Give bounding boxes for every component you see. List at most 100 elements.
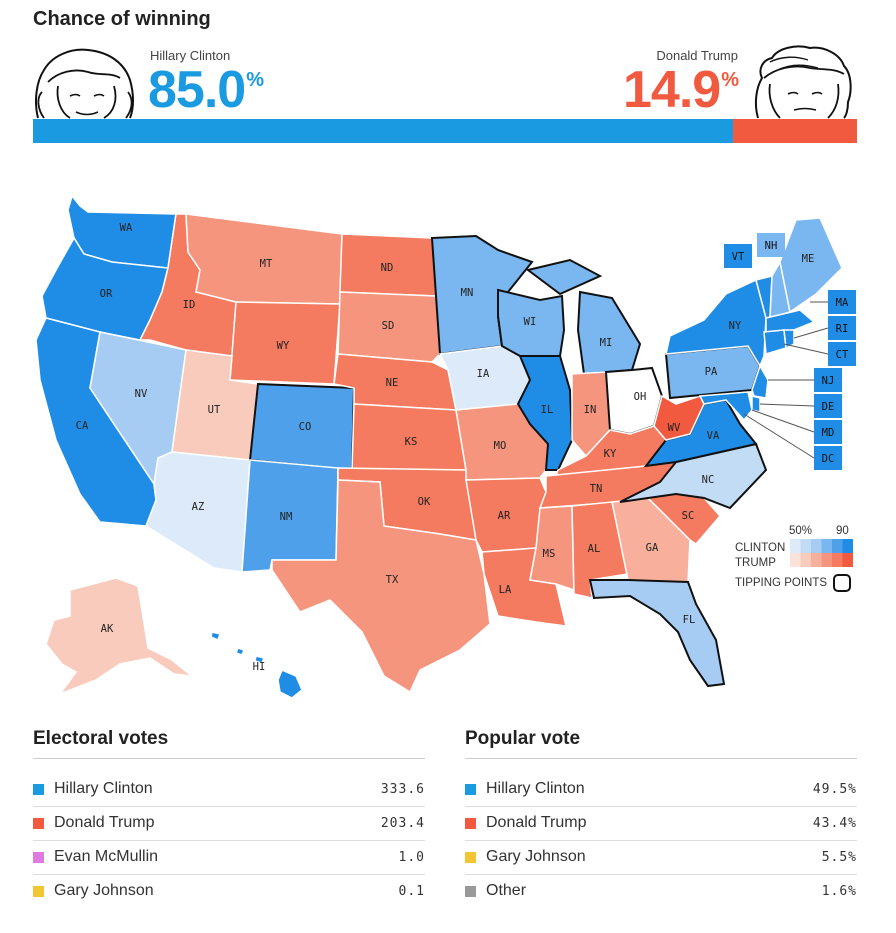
candidate-value: 1.0 (398, 849, 425, 865)
candidate-swatch (465, 885, 476, 897)
legend-tipping-swatch (833, 574, 851, 592)
popular-divider (465, 758, 857, 759)
candidate-name: Gary Johnson (54, 882, 154, 899)
clinton-name: Hillary Clinton (150, 48, 231, 63)
state-labels: WA OR CA NV ID MT WY UT AZ CO NM ND SD N… (76, 222, 815, 673)
label-AL: AL (588, 543, 601, 555)
candidate-swatch (465, 851, 476, 863)
label-AK-visible: AK (101, 623, 114, 635)
trump-portrait-icon (754, 45, 852, 119)
label-WV: WV (668, 422, 681, 434)
box-NH[interactable] (757, 233, 785, 257)
candidate-name: Other (486, 882, 527, 899)
label-VA: VA (707, 430, 720, 442)
label-MO: MO (494, 440, 507, 452)
label-TX: TX (386, 574, 399, 586)
legend-clinton-label: CLINTON (735, 542, 785, 554)
state-IL[interactable] (516, 355, 574, 471)
label-IA: IA (477, 368, 490, 380)
label-CA: CA (76, 420, 89, 432)
label-MN: MN (461, 287, 474, 299)
state-HI[interactable] (210, 631, 303, 699)
legend-swatch (821, 539, 832, 553)
table-row: Donald Trump 203.4 (33, 806, 425, 841)
state-MD[interactable] (698, 391, 753, 422)
state-TX[interactable] (271, 479, 491, 694)
label-WI: WI (524, 316, 537, 328)
box-CT[interactable] (828, 342, 856, 366)
state-MA[interactable] (765, 309, 816, 333)
box-DE[interactable] (814, 394, 842, 418)
table-row: Hillary Clinton 333.6 (33, 772, 425, 807)
label-FL: FL (683, 614, 696, 626)
legend-swatch (790, 539, 801, 553)
box-VT[interactable] (724, 244, 752, 268)
label-TN: TN (590, 483, 603, 495)
popular-vote-title: Popular vote (465, 728, 581, 749)
legend-scale-high: 90 (836, 525, 849, 537)
clinton-probability: 85.0% (148, 61, 264, 119)
box-MA[interactable] (828, 290, 856, 314)
candidate-name: Donald Trump (54, 814, 155, 831)
label-CO: CO (299, 421, 312, 433)
candidate-swatch (33, 817, 44, 829)
candidate-value: 333.6 (380, 781, 425, 797)
legend-tipping-label: TIPPING POINTS (735, 577, 827, 589)
candidate-name: Gary Johnson (486, 848, 586, 865)
small-state-boxes: VT NH MA RI CT NJ DE MD DC (724, 233, 856, 470)
clinton-probability-sign: % (246, 69, 264, 91)
label-KY: KY (604, 448, 617, 460)
state-RI[interactable] (783, 329, 795, 350)
legend-swatch (832, 553, 843, 567)
box-DC[interactable] (814, 446, 842, 470)
table-row: Gary Johnson 5.5% (465, 840, 857, 875)
trump-name: Donald Trump (656, 48, 738, 63)
label-GA: GA (646, 542, 659, 554)
state-NJ[interactable] (751, 364, 769, 399)
legend-swatch (842, 539, 853, 553)
label-WY: WY (277, 340, 290, 352)
box-RI[interactable] (828, 316, 856, 340)
box-label-MD: MD (822, 427, 835, 439)
candidate-swatch (465, 783, 476, 795)
legend-swatch (842, 553, 853, 567)
table-row: Evan McMullin 1.0 (33, 840, 425, 875)
candidate-swatch (33, 885, 44, 897)
label-OK: OK (418, 496, 431, 508)
candidate-swatch (465, 817, 476, 829)
candidate-value: 0.1 (398, 883, 425, 899)
table-row: Gary Johnson 0.1 (33, 874, 425, 908)
state-SD[interactable] (337, 291, 441, 363)
label-NC: NC (702, 474, 715, 486)
state-FL[interactable] (588, 579, 726, 688)
electoral-votes-title: Electoral votes (33, 728, 169, 749)
map-legend: 50% 90 CLINTON TRUMP TIPPING POINTS (735, 525, 853, 592)
box-label-RI: RI (836, 323, 849, 335)
legend-scale-low: 50% (789, 525, 812, 537)
state-CT[interactable] (763, 329, 787, 355)
box-label-NJ: NJ (822, 375, 835, 387)
legend-swatch (832, 539, 843, 553)
trump-probability-bar (733, 119, 857, 143)
table-row: Donald Trump 43.4% (465, 806, 857, 841)
box-NJ[interactable] (814, 368, 842, 392)
state-DE[interactable] (751, 395, 761, 413)
clinton-probability-number: 85.0 (148, 61, 246, 119)
label-NV: NV (135, 388, 148, 400)
label-AZ: AZ (192, 501, 205, 513)
trump-probability-number: 14.9 (622, 61, 721, 119)
label-NM: NM (280, 511, 293, 523)
box-label-NH: NH (765, 240, 778, 252)
box-label-VT: VT (732, 251, 745, 263)
candidate-value: 1.6% (821, 883, 857, 899)
state-AK[interactable] (45, 577, 195, 696)
legend-trump-label: TRUMP (735, 557, 776, 569)
box-MD[interactable] (814, 420, 842, 444)
label-ND: ND (381, 262, 394, 274)
box-label-CT: CT (836, 349, 849, 361)
candidate-value: 43.4% (812, 815, 857, 831)
candidate-name: Donald Trump (486, 814, 587, 831)
label-HI: HI (253, 661, 266, 673)
clinton-portrait-icon (35, 48, 134, 119)
label-UT: UT (208, 404, 221, 416)
